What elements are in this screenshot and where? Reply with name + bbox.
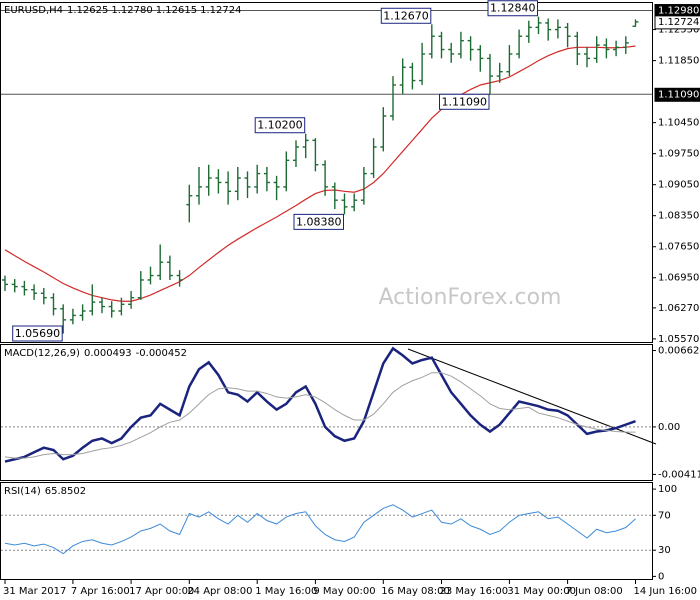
x-tick-label: 17 Apr 00:00 (129, 586, 194, 597)
quote-value: 1.12615 (156, 5, 197, 16)
price-annotation: 1.10200 (257, 119, 303, 132)
y-tick-label: 100 (658, 484, 677, 495)
y-tick-label: 1.12550 (658, 25, 699, 36)
symbol: EURUSD,H4 (4, 5, 63, 16)
y-tick-label: 1.08350 (658, 211, 699, 222)
watermark: ActionForex.com (379, 285, 562, 310)
last-price-label: 1.12724 (658, 17, 699, 28)
quote-value: 1.12724 (200, 5, 241, 16)
rsi-panel (0, 482, 653, 580)
price-annotation: 1.05690 (15, 327, 61, 340)
price-annotation-box (439, 93, 490, 110)
price-annotation: 1.11090 (442, 95, 488, 108)
y-tick-label: -0.004116 (658, 469, 700, 480)
x-tick-label: 31 May 00:00 (507, 586, 576, 597)
y-tick-label: 0.006624 (658, 345, 700, 356)
y-tick-label: 1.09750 (658, 149, 699, 160)
moving-average (4, 45, 636, 302)
level-label-box (654, 87, 700, 102)
price-annotation-box (380, 7, 432, 24)
last-price-box (654, 15, 700, 30)
indicator-line (4, 372, 636, 459)
x-tick-label: 14 Jun 16:00 (634, 586, 698, 597)
x-tick-label: 31 Mar 2017 (3, 586, 66, 597)
y-tick-label: 1.09050 (658, 180, 699, 191)
price-annotation: 1.12670 (383, 9, 429, 22)
indicator-title: MACD(12,26,9) (4, 348, 80, 359)
price-annotation: 1.08380 (296, 215, 342, 228)
price-annotation-box (12, 325, 63, 342)
x-tick-label: 24 Apr 08:00 (187, 586, 252, 597)
y-tick-label: 1.06270 (658, 303, 699, 314)
macd-panel (0, 344, 653, 481)
indicator-value: 65.8502 (45, 486, 86, 497)
x-tick-label: 23 May 16:00 (440, 586, 509, 597)
y-tick-label: 1.07650 (658, 242, 699, 253)
y-tick-label: 30 (658, 545, 671, 556)
indicator-value: 0.000493 (84, 348, 132, 359)
x-tick-label: 16 May 08:00 (381, 586, 450, 597)
indicator-line (4, 504, 636, 555)
quote-value: 1.12625 (67, 5, 108, 16)
quote-value: 1.12780 (111, 5, 152, 16)
x-tick-label: 9 May 00:00 (313, 586, 375, 597)
x-tick-label: 1 May 16:00 (255, 586, 317, 597)
price-annotation-box (254, 117, 306, 134)
indicator-line (4, 346, 636, 463)
level-label: 1.12980 (658, 6, 699, 17)
indicator-title: RSI(14) (4, 486, 41, 497)
price-annotation-box (487, 0, 538, 17)
indicator-value: -0.000452 (136, 348, 187, 359)
y-tick-label: 1.10450 (658, 118, 699, 129)
price-annotation-box (293, 213, 344, 230)
y-tick-label: 0.00 (658, 422, 680, 433)
y-tick-label: 1.11850 (658, 56, 699, 67)
price-panel (0, 2, 653, 343)
y-tick-label: 0 (658, 571, 664, 582)
level-label: 1.11090 (658, 89, 699, 100)
price-annotation: 1.12840 (490, 2, 536, 15)
y-tick-label: 70 (658, 510, 671, 521)
x-tick-label: 7 Jun 08:00 (566, 586, 623, 597)
y-tick-label: 1.06950 (658, 273, 699, 284)
y-tick-label: 1.05570 (658, 334, 699, 345)
x-tick-label: 7 Apr 16:00 (71, 586, 130, 597)
